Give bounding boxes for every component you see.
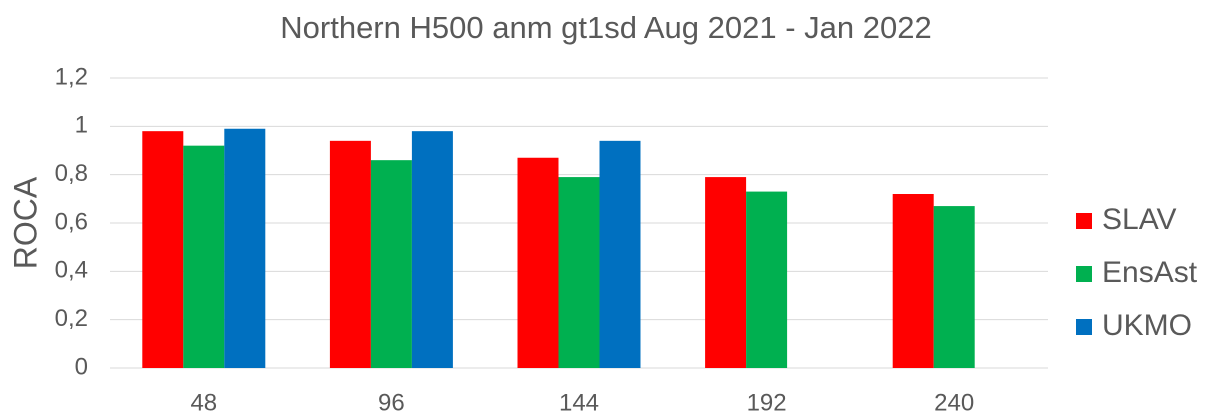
bar bbox=[705, 177, 747, 368]
legend-label: SLAV bbox=[1102, 203, 1177, 236]
y-tick-label: 1,2 bbox=[55, 63, 88, 90]
bar bbox=[142, 131, 184, 368]
bar bbox=[517, 157, 559, 368]
bar bbox=[599, 140, 641, 368]
y-tick-label: 1 bbox=[75, 112, 88, 139]
x-tick-label: 144 bbox=[559, 389, 599, 416]
bar bbox=[329, 140, 371, 368]
legend-swatch bbox=[1076, 266, 1092, 282]
x-tick-label: 192 bbox=[747, 389, 787, 416]
y-tick-label: 0,2 bbox=[55, 305, 88, 332]
y-tick-label: 0,4 bbox=[55, 257, 88, 284]
y-tick-label: 0 bbox=[75, 353, 88, 380]
y-axis-label: ROCA bbox=[7, 176, 43, 269]
bar bbox=[933, 206, 975, 368]
bar bbox=[892, 194, 934, 368]
chart-title: Northern H500 anm gt1sd Aug 2021 - Jan 2… bbox=[280, 10, 931, 45]
legend-swatch bbox=[1076, 213, 1092, 229]
bar bbox=[370, 160, 412, 368]
bar bbox=[746, 191, 788, 368]
bar bbox=[558, 177, 600, 368]
x-tick-label: 96 bbox=[378, 389, 405, 416]
legend-label: UKMO bbox=[1102, 309, 1192, 342]
x-tick-label: 240 bbox=[934, 389, 974, 416]
legend-label: EnsAst bbox=[1102, 256, 1198, 289]
bar bbox=[183, 145, 225, 368]
y-tick-label: 0,8 bbox=[55, 160, 88, 187]
bar bbox=[224, 128, 266, 368]
y-tick-label: 0,6 bbox=[55, 208, 88, 235]
bar bbox=[411, 131, 453, 368]
x-tick-label: 48 bbox=[190, 389, 217, 416]
legend-swatch bbox=[1076, 319, 1092, 335]
